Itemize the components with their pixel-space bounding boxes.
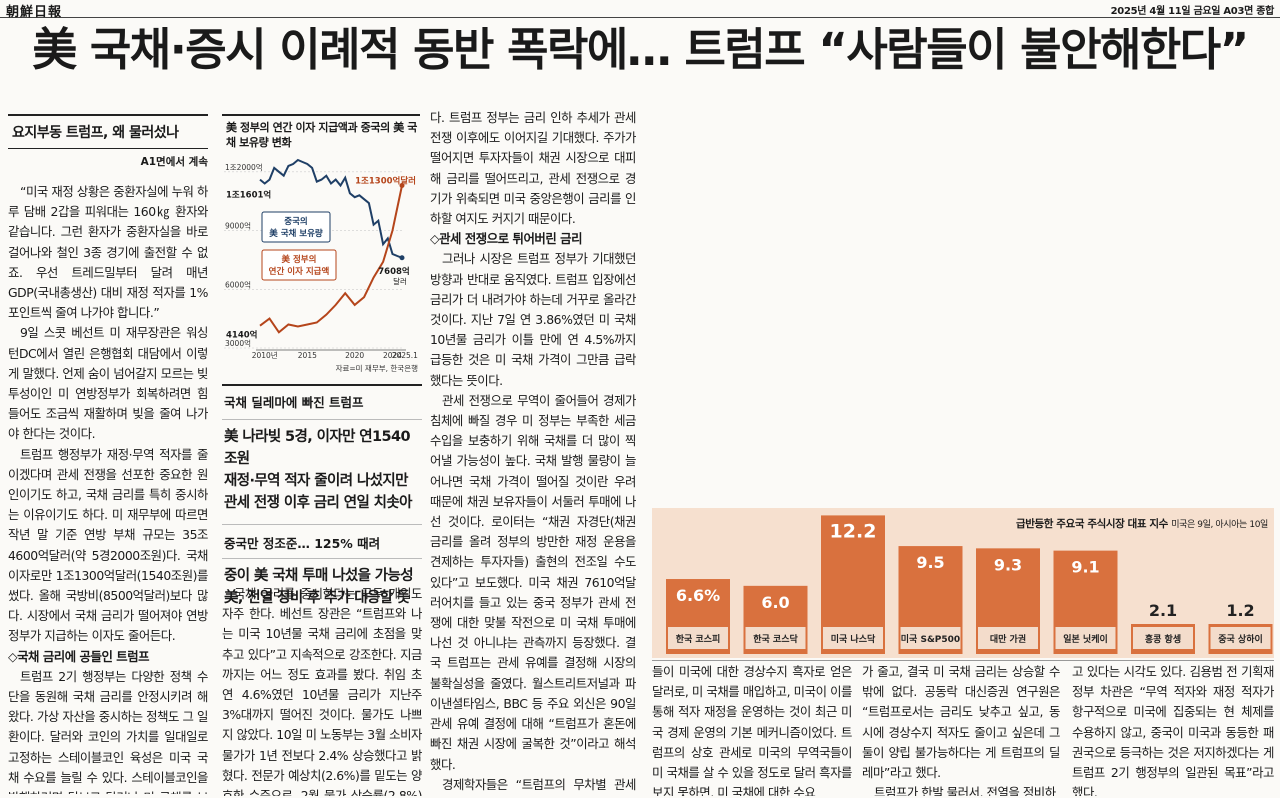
category-label-box [668, 627, 728, 649]
paragraph: 트럼프 2기 행정부는 다양한 정책 수단을 동원해 국채 금리를 안정시키려 … [8, 668, 208, 794]
body-column-1: “미국 재정 상황은 중환자실에 누워 하루 담배 2갑을 피워대는 160㎏ … [8, 182, 208, 794]
category-label-box [1210, 627, 1271, 649]
bar-value-label: 6.0 [761, 593, 789, 612]
category-label: 일본 닛케이 [1063, 633, 1108, 645]
y-tick-label: 3000억 [225, 339, 251, 348]
x-tick-label: 2015 [298, 351, 317, 360]
category-label: 미국 나스닥 [831, 633, 876, 645]
deck-line: 관세 전쟁 이후 금리 연일 치솟아 [224, 495, 412, 511]
category-label-box [978, 627, 1038, 649]
paragraph: 국채 금리를 중시한다는 구두 개입도 자주 한다. 베선트 장관은 “트럼프와… [222, 586, 422, 796]
deck-block-2: 중이 美 국채 투매 나섰을 가능성 美, 전열 정비 후 추가 대응할 듯 [222, 559, 422, 619]
category-label: 대만 가권 [990, 633, 1026, 645]
y-tick-label: 1조2000억 [225, 163, 263, 172]
category-label: 홍콩 항셍 [1145, 633, 1181, 645]
paragraph: 트럼프 행정부가 재정·무역 적자를 줄이겠다며 관세 전쟁을 선포한 중요한 … [8, 446, 208, 644]
bar-chart-title: 급반등한 주요국 주식시장 대표 지수 미국은 9일, 아시아는 10일 [1016, 518, 1268, 530]
x-tick-label: 2020 [345, 351, 364, 360]
deck-heading-2: 중국만 정조준… 125% 때려 [222, 525, 422, 559]
paragraph: 다. 트럼프 정부는 금리 인하 추세가 관세 전쟁 이후에도 이어지길 기대했… [430, 110, 636, 227]
series-end-point [399, 182, 405, 188]
dateline: 2025년 4월 11일 금요일 A03면 종합 [1110, 6, 1275, 17]
annotation-label: 1조1601억 [226, 190, 271, 201]
stock-index-bar-chart: 급반등한 주요국 주식시장 대표 지수 미국은 9일, 아시아는 10일 6.6… [652, 508, 1274, 658]
category-label: 중국 상하이 [1218, 633, 1263, 645]
bar-value-label: 9.1 [1071, 558, 1099, 577]
svg-text:美 국채 보유량: 美 국채 보유량 [269, 228, 323, 239]
x-tick-label: 2024 [383, 351, 402, 360]
section-subhead: ◇국채 금리에 공들인 트럼프 [8, 648, 150, 664]
deck-line: 재정·무역 적자 줄이려 나섰지만 [224, 473, 408, 489]
paragraph: 9일 스콧 베선트 미 재무장관은 워싱턴DC에서 열린 은행협회 대담에서 이… [8, 325, 208, 442]
bar-value-label: 6.6% [676, 586, 720, 605]
chart-source: 자료=미 재무부, 한국은행 [335, 364, 418, 373]
y-tick-label: 9000억 [225, 222, 251, 231]
category-label-box [900, 627, 961, 649]
interest-vs-holdings-chart: 美 정부의 연간 이자 지급액과 중국의 美 국채 보유량 변화 1조2000억… [222, 114, 420, 380]
divider [652, 660, 1274, 661]
bar-chart-svg: 6.6% 한국 코스피 6.0 한국 코스닥 12.2 미국 나스닥 9.5 미국 S&P50… [666, 515, 1273, 654]
svg-text:연간 이자 지급액: 연간 이자 지급액 [269, 266, 330, 277]
category-label: 한국 코스피 [676, 633, 721, 645]
category-label-box [1055, 627, 1116, 649]
china-holdings-line [259, 158, 403, 259]
x-tick-label: 2010년 [252, 350, 278, 360]
paragraph: 그러나 시장은 트럼프 정부가 기대했던 방향과 반대로 움직였다. 트럼프 입… [430, 251, 636, 388]
paragraph: 경제학자들은 “트럼프의 무차별 관세 정책이 역으로 금리를 올릴 것”이라고… [442, 776, 636, 792]
paragraph: 트럼프가 한발 물러서, 전열을 정비하 [874, 785, 1056, 796]
y-tick-label: 6000억 [225, 280, 251, 289]
annotation-label: 1조1300억달러 [355, 175, 416, 186]
deck-box: 국채 딜레마에 빠진 트럼프 美 나라빚 5경, 이자만 연1540조원 재정·… [222, 384, 422, 619]
chart-title: 美 정부의 연간 이자 지급액과 중국의 美 국채 보유량 변화 [226, 120, 420, 150]
bar-chart-note: 미국은 9일, 아시아는 10일 [1171, 520, 1268, 530]
newspaper-logo: 朝鮮日報 [6, 5, 63, 20]
category-label: 한국 코스닥 [753, 633, 798, 645]
body-column-2: 국채 금리를 중시한다는 구두 개입도 자주 한다. 베선트 장관은 “트럼프와… [222, 584, 422, 796]
body-column-3: 다. 트럼프 정부는 금리 인하 추세가 관세 전쟁 이후에도 이어지길 기대했… [430, 108, 636, 796]
bar-value-label: 2.1 [1149, 601, 1177, 620]
svg-text:美 정부의: 美 정부의 [282, 254, 317, 265]
x-tick-label: 2025.1 [392, 351, 418, 360]
deck-block-1: 美 나라빚 5경, 이자만 연1540조원 재정·무역 적자 줄이려 나섰지만 … [222, 420, 422, 525]
category-label: 미국 S&P500 [901, 633, 960, 645]
annotation-label: 7608억 달러 [378, 266, 409, 286]
interest-payment-line [259, 185, 403, 334]
headline: 美 국채·증시 이례적 동반 폭락에… 트럼프 “사람들이 불안해한다” [32, 23, 1249, 76]
paragraph: 가 줄고, 결국 미 국채 금리는 상승할 수밖에 없다. 공동락 대신증권 연… [862, 664, 1060, 781]
article-subhead: 요지부동 트럼프, 왜 물러섰나 [8, 114, 208, 149]
series-end-point [399, 255, 405, 261]
category-label-box [823, 627, 883, 649]
deck-line: 美, 전열 정비 후 추가 대응할 듯 [224, 590, 410, 606]
masthead: 朝鮮日報 2025년 4월 11일 금요일 A03면 종합 [0, 0, 1280, 20]
paragraph: 관세 전쟁으로 무역이 줄어들어 경제가 침체에 빠질 경우 미 정부는 부족한… [430, 392, 636, 772]
continued-from: A1면에서 계속 [140, 156, 208, 168]
body-column-6: 고 있다는 시각도 있다. 김용범 전 기획재정부 차관은 “무역 적자와 재정… [1072, 664, 1274, 796]
section-subhead: ◇관세 전쟁으로 튀어버린 금리 [430, 231, 583, 247]
chart-title-line: 美 정부의 연간 이자 지급액과 중국의 美 국채 보유량 변화 [226, 121, 418, 149]
deck-line: 중이 美 국채 투매 나섰을 가능성 [224, 568, 414, 584]
body-column-5: 가 줄고, 결국 미 국채 금리는 상승할 수밖에 없다. 공동락 대신증권 연… [862, 662, 1060, 796]
deck-heading-1: 국채 딜레마에 빠진 트럼프 [222, 386, 422, 420]
bar-value-label: 9.3 [994, 555, 1022, 574]
bar-value-label: 12.2 [830, 520, 877, 542]
category-label-box [1133, 627, 1193, 649]
bar-value-label: 9.5 [916, 553, 944, 572]
category-label-box [745, 627, 806, 649]
body-column-4: 들이 미국에 대한 경상수지 흑자로 얻은 달러로, 미 국채를 매입하고, 미… [652, 664, 852, 796]
deck-line: 美 나라빚 5경, 이자만 연1540조원 [224, 429, 411, 467]
bar-value-label: 1.2 [1226, 601, 1254, 620]
svg-text:중국의: 중국의 [284, 216, 307, 227]
paragraph: “미국 재정 상황은 중환자실에 누워 하루 담배 2갑을 피워대는 160㎏ … [8, 184, 208, 321]
annotation-label: 4140억 [226, 330, 257, 341]
